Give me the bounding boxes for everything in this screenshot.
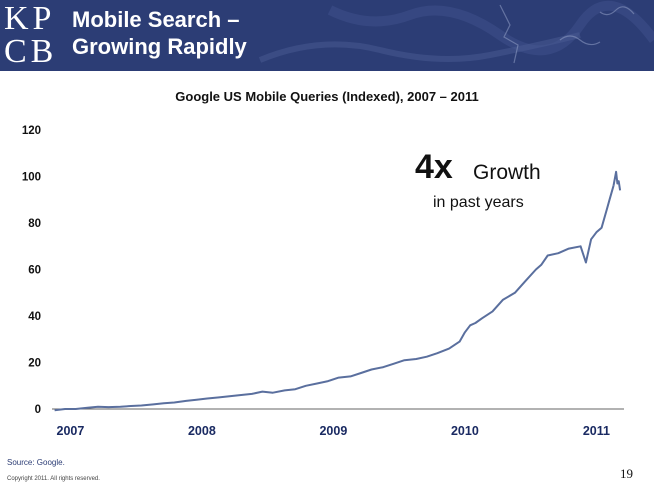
x-tick-label: 2008	[188, 424, 216, 438]
y-tick-label: 40	[28, 311, 41, 323]
x-tick-label: 2011	[583, 424, 610, 438]
logo-line-1: KP	[4, 0, 56, 37]
x-tick-label: 2009	[319, 424, 347, 438]
series-line	[612, 170, 622, 191]
slide-header: KP CB Mobile Search – Growing Rapidly	[0, 0, 654, 71]
slide-title-line-1: Mobile Search –	[72, 7, 240, 32]
y-tick-label: 80	[28, 218, 41, 230]
y-tick-label: 0	[35, 404, 41, 416]
y-tick-label: 100	[22, 172, 41, 184]
x-tick-label: 2007	[57, 424, 85, 438]
chart-title: Google US Mobile Queries (Indexed), 2007…	[175, 89, 479, 104]
series-group	[54, 170, 622, 412]
annotation-multiplier: 4x	[415, 148, 453, 186]
x-tick-label: 2010	[451, 424, 479, 438]
copyright-note: Copyright 2011. All rights reserved.	[7, 476, 100, 482]
x-axis: 2007 2008 2009 2010 2011	[57, 424, 610, 438]
page-number: 19	[620, 466, 633, 481]
logo-line-2: CB	[4, 33, 58, 70]
y-tick-label: 60	[28, 265, 41, 277]
source-note: Source: Google.	[7, 458, 65, 467]
slide-title: Mobile Search – Growing Rapidly	[72, 6, 392, 60]
annotation-subtitle: in past years	[433, 194, 524, 211]
y-tick-label: 20	[28, 358, 41, 370]
annotation-growth: Growth	[473, 161, 541, 184]
kpcb-logo: KP CB	[4, 2, 64, 69]
series-line	[54, 185, 615, 412]
slide-title-line-2: Growing Rapidly	[72, 34, 247, 59]
y-axis: 0 20 40 60 80 100 120	[22, 125, 41, 416]
y-tick-label: 120	[22, 125, 41, 137]
header-background-texture	[258, 0, 654, 64]
